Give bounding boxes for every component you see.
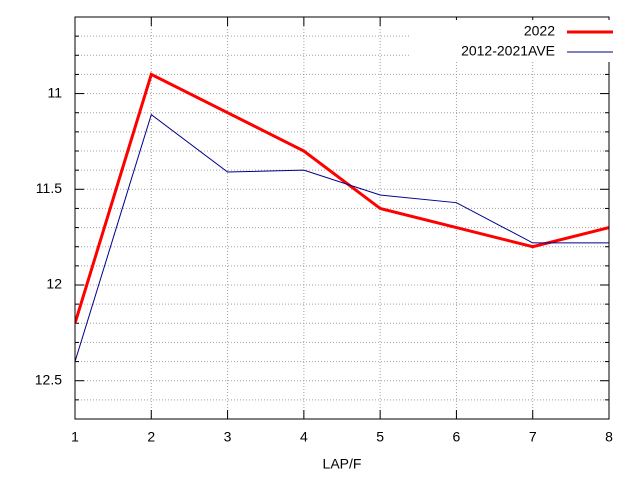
x-tick-label: 6 <box>453 429 461 445</box>
x-tick-label: 5 <box>376 429 384 445</box>
y-tick-label: 12.5 <box>35 371 62 387</box>
x-axis-label: LAP/F <box>323 456 362 472</box>
series-line <box>75 113 609 362</box>
x-tick-label: 1 <box>71 429 79 445</box>
legend-label: 2022 <box>524 23 555 39</box>
series-line <box>75 72 609 324</box>
y-tick-label: 11.5 <box>36 180 62 196</box>
x-tick-label: 3 <box>224 429 232 445</box>
plot-border <box>74 16 610 420</box>
x-tick-label: 2 <box>147 429 155 445</box>
x-tick-label: 7 <box>529 429 537 445</box>
x-tick-label: 8 <box>605 429 613 445</box>
x-tick-label: 4 <box>300 429 308 445</box>
legend-label: 2012-2021AVE <box>461 43 555 59</box>
y-tick-label: 12 <box>46 276 62 292</box>
legend-box <box>411 20 611 62</box>
y-tick-label: 11 <box>47 84 62 100</box>
